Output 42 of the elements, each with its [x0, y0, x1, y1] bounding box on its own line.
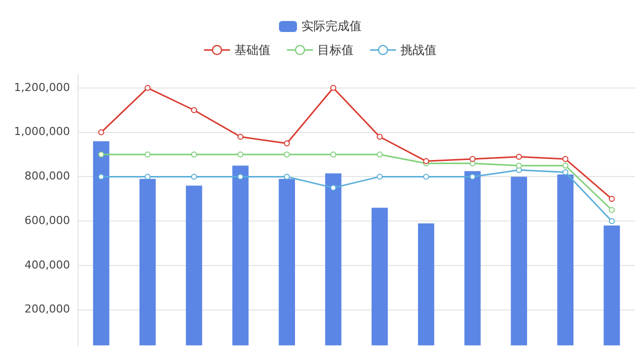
point — [284, 174, 290, 180]
point — [98, 129, 104, 136]
point — [562, 162, 568, 169]
point — [562, 169, 568, 176]
legend-label: 目标值 — [318, 42, 354, 58]
point — [608, 218, 615, 224]
y-tick-label: 600,000 — [24, 214, 70, 227]
point — [423, 174, 430, 180]
point — [562, 156, 568, 162]
point — [376, 174, 383, 180]
point — [144, 174, 151, 180]
point — [470, 174, 476, 180]
legend-label: 基础值 — [234, 42, 270, 58]
point — [516, 154, 522, 160]
point — [516, 162, 522, 169]
point — [144, 84, 151, 91]
point — [191, 107, 198, 114]
point — [376, 134, 383, 140]
y-tick-label: 200,000 — [24, 302, 70, 316]
legend-label: 实际完成值 — [302, 18, 362, 34]
y-tick-label: 800,000 — [24, 170, 70, 183]
point — [376, 152, 383, 158]
point — [608, 207, 615, 213]
point — [284, 152, 290, 158]
point — [330, 184, 336, 191]
point — [330, 152, 336, 158]
point — [98, 174, 104, 180]
point — [144, 152, 151, 158]
point — [191, 174, 198, 180]
point — [237, 152, 244, 158]
y-tick-label: 1,200,000 — [14, 80, 70, 94]
point — [284, 140, 290, 146]
point — [608, 196, 615, 202]
point — [470, 156, 476, 162]
legend-label: 挑战值 — [400, 42, 436, 58]
point — [237, 174, 244, 180]
point — [330, 84, 336, 91]
point — [191, 152, 198, 158]
point — [98, 152, 104, 158]
y-tick-label: 400,000 — [24, 258, 70, 272]
y-tick-label: 1,000,000 — [14, 125, 70, 138]
point — [237, 134, 244, 140]
